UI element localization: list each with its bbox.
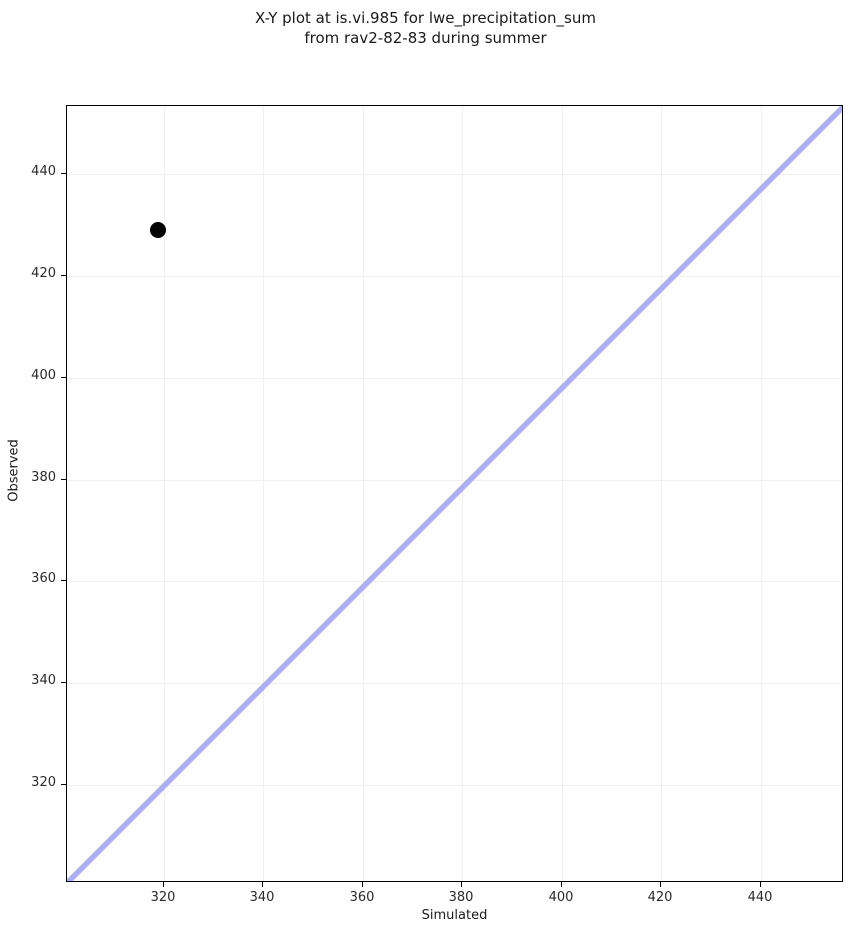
gridline-vertical-360: [363, 106, 364, 881]
tick-label-x-360: 360: [349, 890, 375, 905]
tick-label-y-400: 400: [31, 368, 56, 383]
gridline-vertical-420: [661, 106, 662, 881]
page-title: X-Y plot at is.vi.985 for lwe_precipitat…: [255, 9, 596, 47]
x-axis-label: Simulated: [421, 908, 488, 923]
tick-label-y-340: 340: [31, 673, 56, 688]
gridline-vertical-380: [462, 106, 463, 881]
gridline-vertical-340: [263, 106, 264, 881]
gridline-horizontal-360: [67, 581, 842, 582]
plot-area: [66, 105, 843, 882]
tick-x-440: [760, 882, 761, 887]
gridline-horizontal-320: [67, 785, 842, 786]
gridline-vertical-400: [562, 106, 563, 881]
tick-label-y-320: 320: [31, 775, 56, 790]
gridline-vertical-440: [761, 106, 762, 881]
gridline-horizontal-340: [67, 683, 842, 684]
tick-label-x-420: 420: [647, 890, 673, 905]
tick-label-y-380: 380: [31, 470, 56, 485]
tick-x-400: [561, 882, 562, 887]
one-to-one-reference-line: [67, 106, 842, 881]
gridline-horizontal-400: [67, 378, 842, 379]
tick-label-x-340: 340: [249, 890, 275, 905]
gridline-horizontal-380: [67, 480, 842, 481]
tick-label-x-440: 440: [747, 890, 773, 905]
tick-label-x-320: 320: [150, 890, 176, 905]
tick-y-400: [61, 377, 66, 378]
tick-y-360: [61, 580, 66, 581]
tick-y-440: [61, 173, 66, 174]
tick-x-320: [163, 882, 164, 887]
tick-x-360: [362, 882, 363, 887]
gridline-vertical-320: [164, 106, 165, 881]
tick-x-420: [660, 882, 661, 887]
tick-label-y-440: 440: [31, 164, 56, 179]
tick-label-y-420: 420: [31, 266, 56, 281]
tick-y-380: [61, 479, 66, 480]
gridline-horizontal-440: [67, 174, 842, 175]
tick-y-340: [61, 682, 66, 683]
tick-y-320: [61, 784, 66, 785]
tick-y-420: [61, 275, 66, 276]
tick-x-380: [461, 882, 462, 887]
tick-label-x-380: 380: [448, 890, 474, 905]
y-axis-label: Observed: [6, 439, 22, 502]
gridline-horizontal-420: [67, 276, 842, 277]
data-point[interactable]: [150, 222, 166, 238]
tick-label-y-360: 360: [31, 571, 56, 586]
tick-x-340: [262, 882, 263, 887]
tick-label-x-400: 400: [548, 890, 574, 905]
